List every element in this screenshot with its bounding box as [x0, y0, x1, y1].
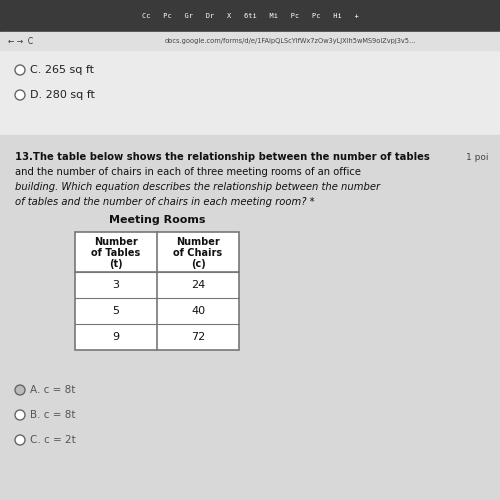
Text: of Tables: of Tables [92, 248, 140, 258]
Text: building. Which equation describes the relationship between the number: building. Which equation describes the r… [15, 182, 380, 192]
Text: Number: Number [176, 237, 220, 247]
Text: docs.google.com/forms/d/e/1FAlpQLScYifWx7zOw3yLJXlh5wMS9olZvpj3v5...: docs.google.com/forms/d/e/1FAlpQLScYifWx… [165, 38, 416, 44]
Bar [0, 135, 500, 500]
Text: 72: 72 [191, 332, 205, 342]
Circle shape [15, 90, 25, 100]
Text: C. c = 2t: C. c = 2t [30, 435, 76, 445]
Text: Meeting Rooms: Meeting Rooms [109, 215, 206, 225]
Text: 1 poi: 1 poi [466, 152, 488, 162]
Bar [0, 0, 500, 32]
Bar [75, 232, 239, 350]
Bar [0, 50, 500, 135]
Text: A. c = 8t: A. c = 8t [30, 385, 76, 395]
Text: 9: 9 [112, 332, 119, 342]
Text: 13.The table below shows the relationship between the number of tables: 13.The table below shows the relationshi… [15, 152, 430, 162]
Text: and the number of chairs in each of three meeting rooms of an office: and the number of chairs in each of thre… [15, 167, 361, 177]
Text: ← →  C: ← → C [8, 36, 33, 46]
Circle shape [15, 385, 25, 395]
Text: B. c = 8t: B. c = 8t [30, 410, 76, 420]
Text: of tables and the number of chairs in each meeting room? *: of tables and the number of chairs in ea… [15, 197, 314, 207]
Circle shape [15, 410, 25, 420]
Text: (t): (t) [109, 259, 123, 269]
Circle shape [15, 435, 25, 445]
Text: Cc   Pc   Gr   Dr   X   6ti   Mi   Pc   Pc   Hi   +: Cc Pc Gr Dr X 6ti Mi Pc Pc Hi + [142, 13, 358, 19]
Text: of Chairs: of Chairs [174, 248, 222, 258]
Text: 3: 3 [112, 280, 119, 290]
Text: 40: 40 [191, 306, 205, 316]
Text: C. 265 sq ft: C. 265 sq ft [30, 65, 94, 75]
Text: 24: 24 [191, 280, 205, 290]
Circle shape [15, 65, 25, 75]
Text: Number: Number [94, 237, 138, 247]
Bar [0, 32, 500, 50]
Text: 5: 5 [112, 306, 119, 316]
Text: D. 280 sq ft: D. 280 sq ft [30, 90, 95, 100]
Text: (c): (c) [190, 259, 206, 269]
